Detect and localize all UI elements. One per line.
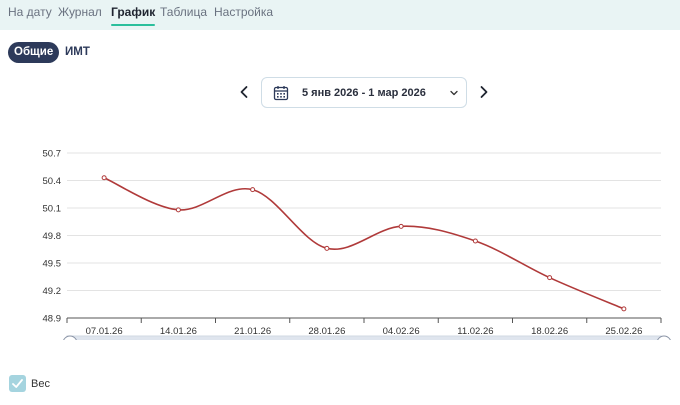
legend-checkbox[interactable] (9, 375, 26, 392)
y-tick-label: 50.1 (43, 204, 62, 215)
x-tick-label: 04.02.26 (383, 326, 420, 337)
slider-track (66, 335, 662, 340)
y-tick-label: 48.9 (43, 314, 62, 325)
data-point (398, 223, 404, 229)
x-tick-label: 25.02.26 (605, 326, 642, 337)
tab-journal[interactable]: Журнал (58, 5, 102, 19)
x-axis-ticks: 07.01.26 14.01.26 21.01.26 28.01.26 04.02.26… (66, 318, 662, 337)
data-point (621, 306, 627, 312)
slider-handle-knob[interactable] (63, 335, 77, 340)
data-point (324, 245, 330, 251)
view-bmi-button[interactable]: ИМТ (65, 46, 90, 58)
y-tick-label: 50.4 (43, 176, 62, 187)
data-point (175, 207, 181, 213)
slider-handle-right[interactable] (657, 335, 671, 340)
weight-chart: 50.7 50.4 50.1 49.8 49.5 49.2 48.9 07.01.26 14.… (43, 149, 671, 340)
tab-table[interactable]: Таблица (160, 5, 208, 19)
y-tick-label: 50.7 (43, 149, 62, 160)
chevron-down-icon (450, 90, 458, 96)
calendar-icon (273, 86, 289, 101)
y-tick-label: 49.2 (43, 286, 62, 297)
tab-settings[interactable]: Настройка (214, 5, 274, 19)
chart-series (101, 175, 627, 312)
y-tick-label: 49.5 (43, 259, 62, 270)
data-point (547, 275, 553, 281)
slider-handle-knob[interactable] (657, 335, 671, 340)
date-range-label: 5 янв 2026 - 1 мар 2026 (302, 87, 426, 99)
x-tick-label: 21.01.26 (234, 326, 271, 337)
check-icon (12, 379, 23, 388)
date-range-picker[interactable]: 5 янв 2026 - 1 мар 2026 (261, 77, 467, 108)
top-navigation: На дату Журнал График Таблица Настройка (0, 0, 680, 30)
series-line (103, 177, 625, 310)
x-tick-label: 28.01.26 (308, 326, 345, 337)
data-point (250, 187, 256, 193)
x-tick-label: 11.02.26 (457, 326, 493, 337)
range-slider[interactable] (63, 335, 671, 340)
data-point (101, 175, 107, 181)
chart-grid (67, 152, 661, 319)
chevron-right-icon[interactable] (476, 84, 492, 100)
legend-label: Вес (31, 378, 50, 390)
chevron-left-icon[interactable] (236, 84, 252, 100)
y-tick-label: 49.8 (43, 231, 62, 242)
slider-handle-left[interactable] (63, 335, 77, 340)
tab-on-date[interactable]: На дату (8, 5, 52, 19)
x-tick-label: 18.02.26 (531, 326, 568, 337)
x-tick-label: 07.01.26 (86, 326, 123, 337)
tab-chart[interactable]: График (111, 5, 156, 26)
data-point (472, 238, 478, 244)
x-tick-label: 14.01.26 (160, 326, 197, 337)
view-general-button[interactable]: Общие (8, 42, 60, 63)
y-axis-ticks: 50.7 50.4 50.1 49.8 49.5 49.2 48.9 (43, 149, 62, 325)
